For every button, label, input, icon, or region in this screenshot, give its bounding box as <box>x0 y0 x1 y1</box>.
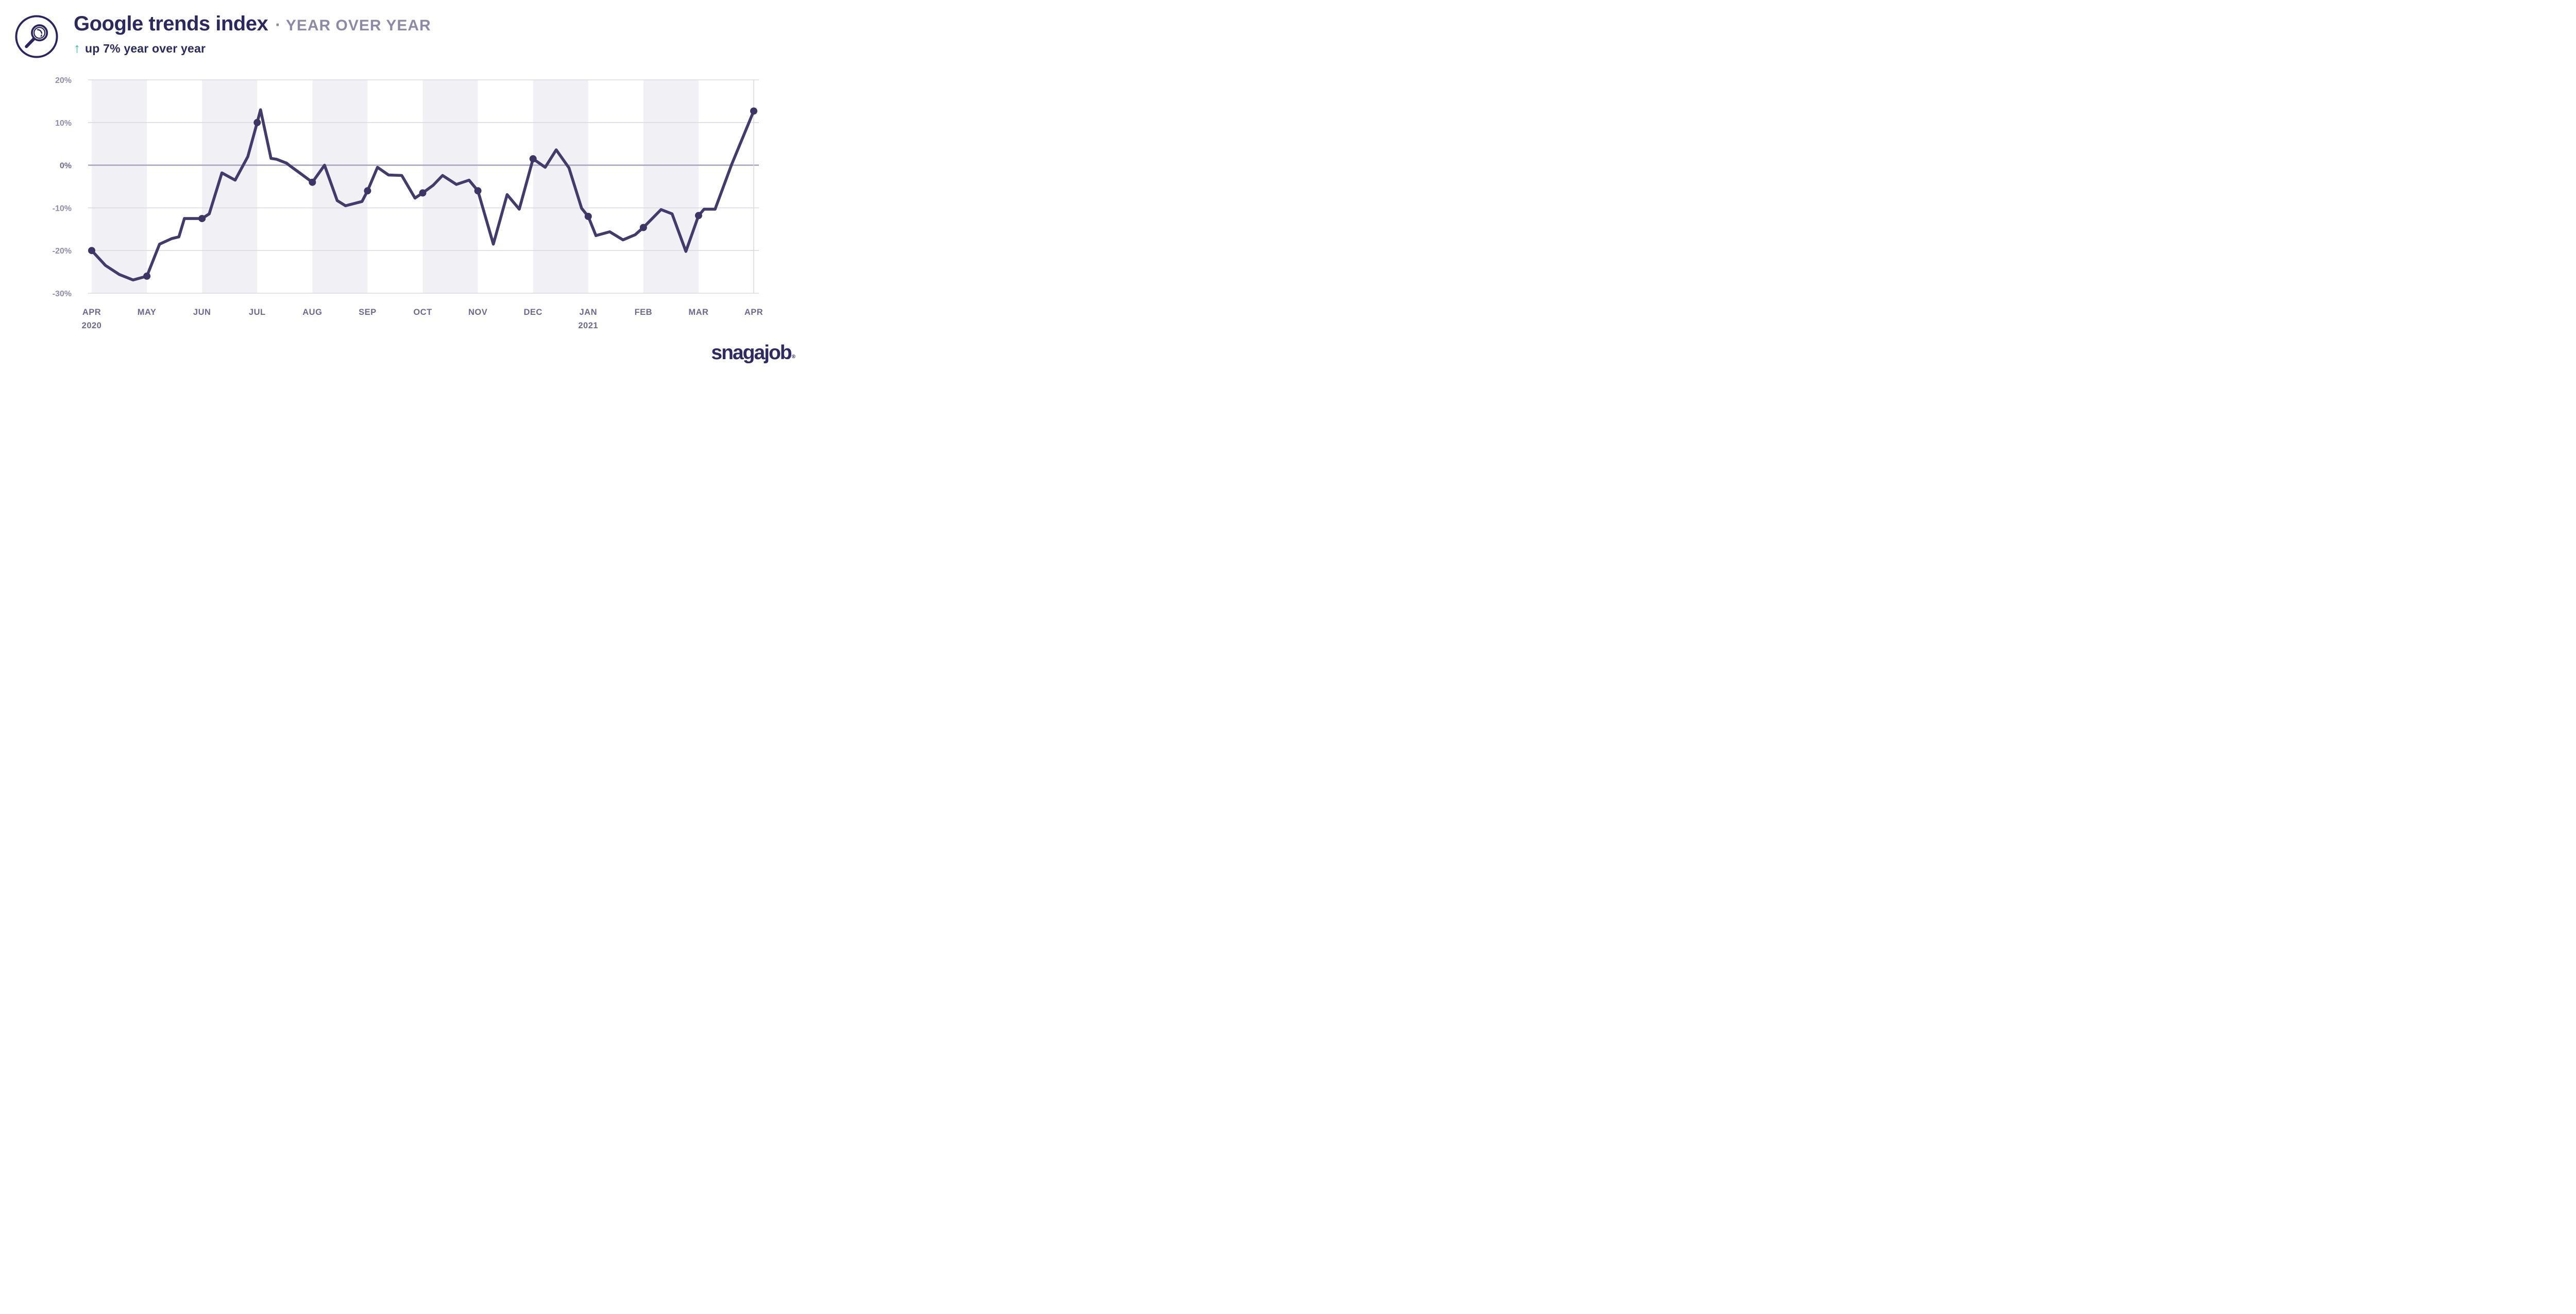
data-point-dot <box>750 107 757 115</box>
y-axis-label: -30% <box>53 290 72 298</box>
x-axis-label: OCT <box>413 308 432 317</box>
data-point-dot <box>253 119 261 126</box>
header: Google trends index · YEAR OVER YEAR ↑ u… <box>74 12 431 56</box>
y-axis-label: 20% <box>55 76 72 85</box>
month-band <box>312 80 368 293</box>
x-axis-label: JUL <box>249 308 266 317</box>
logo-wordmark: snagajob <box>711 342 792 364</box>
y-axis-label: -10% <box>53 204 72 213</box>
x-axis-label: JAN <box>579 308 597 317</box>
title-row: Google trends index · YEAR OVER YEAR <box>74 12 431 36</box>
month-band <box>643 80 699 293</box>
magnifier-icon-svg <box>15 15 58 58</box>
trend-line-chart: 20% 10% 0% -10% -20% -30% APR MAY JUN JUL AUG SEP OC… <box>53 76 763 330</box>
up-arrow-icon: ↑ <box>74 40 80 56</box>
data-point-dot <box>639 224 647 231</box>
registered-trademark-icon: ® <box>791 354 795 360</box>
data-point-dot <box>584 212 592 220</box>
x-axis-label: JUN <box>193 308 211 317</box>
x-axis-year-label: 2021 <box>578 321 598 330</box>
data-point-dot <box>474 187 482 195</box>
data-point-dot <box>694 212 702 220</box>
y-axis-label: 10% <box>55 119 72 128</box>
x-axis-year-label: 2020 <box>82 321 102 330</box>
y-axis-label: 0% <box>60 162 72 171</box>
trend-line <box>90 108 755 282</box>
y-axis-label: -20% <box>53 247 72 256</box>
x-axis-label: MAY <box>138 308 157 317</box>
data-point-dot <box>419 189 427 197</box>
data-point-dot <box>88 247 95 255</box>
magnifier-icon <box>14 14 59 59</box>
x-axis-label: APR <box>82 308 101 317</box>
month-band <box>92 80 147 293</box>
title-suffix: YEAR OVER YEAR <box>285 17 431 34</box>
x-axis-label: DEC <box>523 308 542 317</box>
title-separator-dot: · <box>275 15 281 34</box>
data-point-dot <box>529 155 537 163</box>
trend-subtitle: up 7% year over year <box>85 42 206 55</box>
data-point-dot <box>364 187 371 195</box>
month-band <box>533 80 588 293</box>
snagajob-logo: snagajob® <box>711 342 795 364</box>
x-axis-label: SEP <box>359 308 377 317</box>
data-point-dot <box>309 178 316 186</box>
data-point-dot <box>143 272 151 280</box>
data-point-dot <box>198 215 206 223</box>
month-band <box>202 80 258 293</box>
subtitle-row: ↑ up 7% year over year <box>74 40 431 56</box>
x-axis-label: MAR <box>688 308 708 317</box>
x-axis-label: AUG <box>302 308 322 317</box>
page-title: Google trends index <box>74 12 268 35</box>
x-axis-label: NOV <box>468 308 487 317</box>
google-trends-infographic: Google trends index · YEAR OVER YEAR ↑ u… <box>0 0 808 377</box>
x-axis-label: APR <box>744 308 763 317</box>
x-axis-label: FEB <box>635 308 653 317</box>
